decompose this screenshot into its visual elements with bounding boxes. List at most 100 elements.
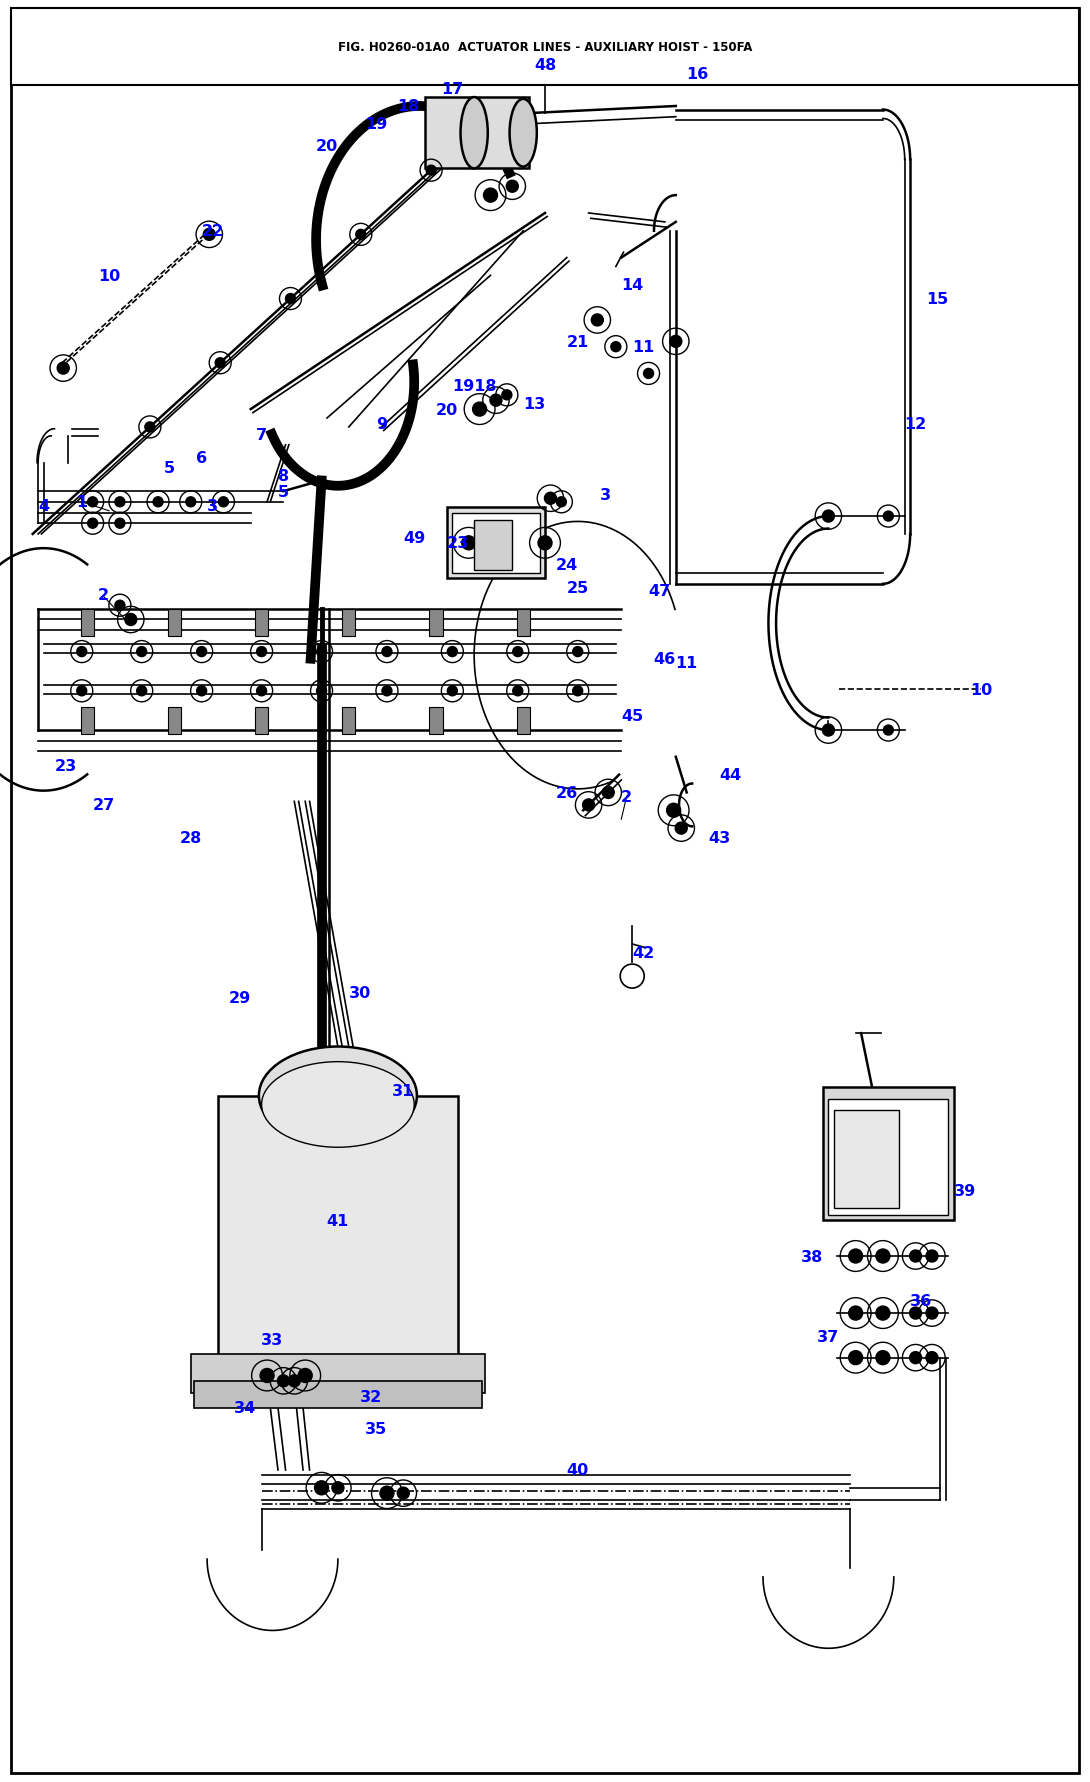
Text: 25: 25 bbox=[567, 581, 589, 595]
Text: 30: 30 bbox=[349, 985, 371, 1000]
Circle shape bbox=[355, 230, 366, 241]
Ellipse shape bbox=[509, 100, 536, 168]
Circle shape bbox=[610, 342, 621, 353]
Ellipse shape bbox=[262, 1062, 414, 1148]
Text: 23: 23 bbox=[54, 759, 76, 773]
Text: 13: 13 bbox=[523, 397, 545, 412]
Circle shape bbox=[145, 422, 155, 433]
Circle shape bbox=[114, 519, 125, 529]
Bar bbox=[342, 707, 355, 734]
Bar bbox=[425, 98, 529, 169]
Circle shape bbox=[909, 1251, 922, 1262]
Text: 28: 28 bbox=[180, 830, 202, 845]
Circle shape bbox=[87, 497, 98, 508]
Circle shape bbox=[925, 1251, 938, 1262]
Bar bbox=[828, 1099, 948, 1215]
Bar bbox=[255, 707, 268, 734]
Circle shape bbox=[299, 1369, 312, 1383]
Bar bbox=[191, 1354, 485, 1394]
Text: 10: 10 bbox=[98, 269, 120, 283]
Bar bbox=[429, 609, 443, 636]
Circle shape bbox=[256, 647, 267, 658]
Circle shape bbox=[462, 536, 475, 551]
Text: 33: 33 bbox=[262, 1333, 283, 1347]
Text: 27: 27 bbox=[93, 798, 114, 813]
Circle shape bbox=[484, 189, 497, 203]
Bar bbox=[447, 508, 545, 579]
Text: 32: 32 bbox=[360, 1390, 381, 1404]
Circle shape bbox=[876, 1249, 889, 1263]
Bar bbox=[255, 609, 268, 636]
Bar bbox=[517, 609, 530, 636]
Circle shape bbox=[286, 294, 295, 305]
Text: 18: 18 bbox=[398, 100, 420, 114]
Text: 14: 14 bbox=[621, 278, 643, 292]
Circle shape bbox=[57, 364, 70, 374]
Circle shape bbox=[326, 1071, 339, 1085]
Text: 47: 47 bbox=[649, 584, 670, 599]
Text: 24: 24 bbox=[556, 558, 578, 572]
Circle shape bbox=[196, 686, 207, 697]
Circle shape bbox=[288, 1376, 301, 1386]
Text: 44: 44 bbox=[719, 768, 741, 782]
Text: 20: 20 bbox=[436, 403, 458, 417]
Circle shape bbox=[667, 804, 680, 818]
Text: 20: 20 bbox=[316, 139, 338, 153]
Text: 37: 37 bbox=[818, 1329, 839, 1344]
Circle shape bbox=[382, 647, 392, 658]
Circle shape bbox=[572, 686, 583, 697]
Circle shape bbox=[909, 1353, 922, 1363]
Text: 5: 5 bbox=[278, 485, 289, 499]
Text: 9: 9 bbox=[376, 417, 387, 431]
Text: 2: 2 bbox=[621, 789, 632, 804]
Bar bbox=[194, 1381, 482, 1408]
Text: 4: 4 bbox=[38, 499, 49, 513]
Text: 26: 26 bbox=[556, 786, 578, 800]
Circle shape bbox=[316, 647, 327, 658]
Circle shape bbox=[380, 1486, 393, 1500]
Circle shape bbox=[196, 647, 207, 658]
Text: 7: 7 bbox=[256, 428, 267, 442]
Circle shape bbox=[489, 396, 502, 406]
Bar bbox=[342, 609, 355, 636]
Text: 49: 49 bbox=[403, 531, 425, 545]
Circle shape bbox=[544, 494, 557, 504]
Bar bbox=[11, 9, 1079, 86]
Circle shape bbox=[909, 1308, 922, 1319]
Circle shape bbox=[382, 686, 392, 697]
Text: 36: 36 bbox=[910, 1294, 932, 1308]
Bar bbox=[429, 707, 443, 734]
Bar bbox=[81, 707, 94, 734]
Text: 41: 41 bbox=[327, 1214, 349, 1228]
Circle shape bbox=[669, 337, 682, 347]
Text: 3: 3 bbox=[600, 488, 610, 503]
Text: 40: 40 bbox=[567, 1463, 589, 1477]
Text: 48: 48 bbox=[534, 59, 556, 73]
Circle shape bbox=[215, 358, 226, 369]
Circle shape bbox=[153, 497, 164, 508]
Circle shape bbox=[512, 686, 523, 697]
Circle shape bbox=[876, 1351, 889, 1365]
Text: 1: 1 bbox=[76, 495, 87, 510]
Circle shape bbox=[512, 647, 523, 658]
Text: 3: 3 bbox=[207, 499, 218, 513]
Bar bbox=[168, 707, 181, 734]
Text: 16: 16 bbox=[687, 68, 709, 82]
Bar bbox=[474, 520, 512, 570]
Circle shape bbox=[883, 725, 894, 736]
Text: 46: 46 bbox=[654, 652, 676, 666]
Circle shape bbox=[87, 519, 98, 529]
Circle shape bbox=[876, 1306, 889, 1320]
Bar bbox=[823, 1087, 954, 1221]
Circle shape bbox=[447, 686, 458, 697]
Circle shape bbox=[315, 1071, 328, 1082]
Circle shape bbox=[136, 647, 147, 658]
Ellipse shape bbox=[460, 98, 488, 169]
Circle shape bbox=[76, 686, 87, 697]
Bar bbox=[452, 513, 540, 574]
Circle shape bbox=[883, 511, 894, 522]
Circle shape bbox=[849, 1249, 862, 1263]
Circle shape bbox=[114, 497, 125, 508]
Circle shape bbox=[337, 1076, 350, 1087]
Text: 22: 22 bbox=[202, 225, 223, 239]
